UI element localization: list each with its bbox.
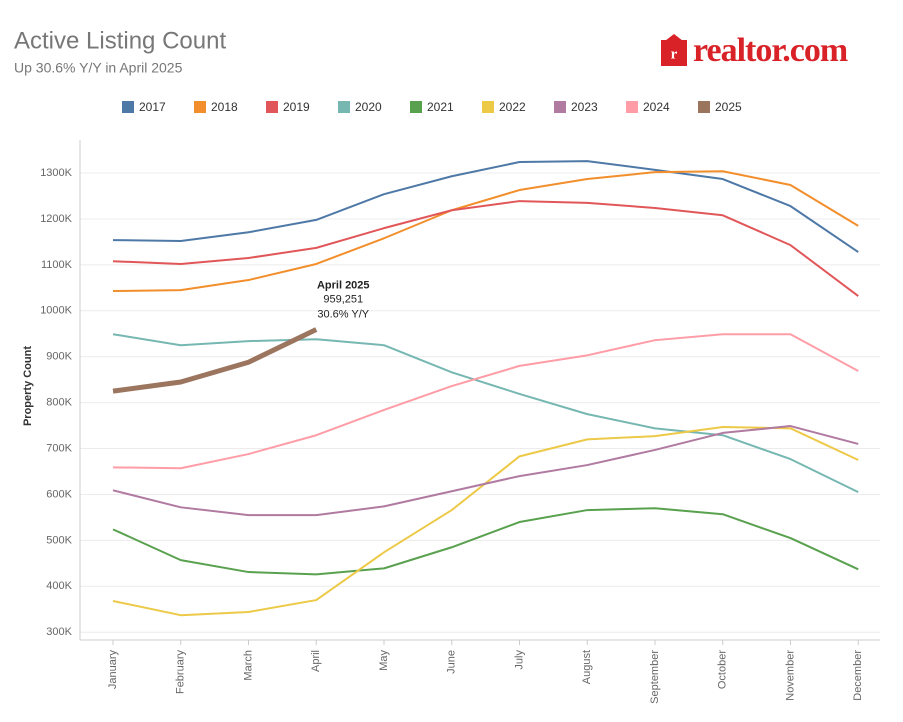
logo-text: realtor.com bbox=[693, 32, 848, 69]
logo-icon bbox=[661, 40, 687, 66]
legend-swatch bbox=[266, 101, 278, 113]
y-tick-label: 700K bbox=[46, 442, 72, 454]
x-tick-label: February bbox=[175, 650, 187, 695]
legend-label: 2023 bbox=[571, 100, 598, 114]
data-label: 959,251 bbox=[323, 293, 363, 305]
y-axis-label: Property Count bbox=[22, 346, 34, 426]
logo-letter: r bbox=[671, 46, 678, 62]
legend-swatch bbox=[482, 101, 494, 113]
y-tick-label: 300K bbox=[46, 626, 72, 638]
chart-title: Active Listing Count bbox=[14, 27, 226, 54]
chart-subtitle: Up 30.6% Y/Y in April 2025 bbox=[14, 60, 183, 76]
legend-swatch bbox=[194, 101, 206, 113]
y-tick-label: 1100K bbox=[41, 259, 73, 271]
x-tick-label: July bbox=[513, 650, 525, 670]
x-tick-label: March bbox=[242, 650, 254, 681]
legend-label: 2018 bbox=[211, 100, 238, 114]
legend-label: 2022 bbox=[499, 100, 526, 114]
legend-swatch bbox=[122, 101, 134, 113]
series-line bbox=[112, 333, 859, 470]
legend-label: 2021 bbox=[427, 100, 454, 114]
legend-label: 2024 bbox=[643, 100, 670, 114]
y-tick-label: 500K bbox=[46, 534, 72, 546]
legend-swatch bbox=[698, 101, 710, 113]
x-tick-label: September bbox=[649, 650, 661, 704]
legend-label: 2020 bbox=[355, 100, 382, 114]
y-tick-label: 900K bbox=[46, 351, 72, 363]
series-line bbox=[112, 160, 859, 253]
series-line bbox=[112, 425, 859, 617]
series-line bbox=[112, 425, 859, 517]
series-line bbox=[112, 507, 859, 576]
x-tick-label: December bbox=[852, 650, 864, 701]
legend-swatch bbox=[626, 101, 638, 113]
legend-label: 2025 bbox=[715, 100, 742, 114]
x-tick-label: November bbox=[784, 650, 796, 701]
y-tick-label: 1000K bbox=[40, 305, 72, 317]
legend-swatch bbox=[554, 101, 566, 113]
series-line bbox=[112, 327, 318, 394]
x-tick-label: June bbox=[446, 650, 458, 674]
legend-label: 2017 bbox=[139, 100, 166, 114]
series-line bbox=[112, 333, 859, 494]
y-tick-label: 600K bbox=[46, 488, 72, 500]
series-line bbox=[112, 200, 859, 297]
x-tick-label: April bbox=[310, 650, 322, 672]
legend-swatch bbox=[410, 101, 422, 113]
legend-label: 2019 bbox=[283, 100, 310, 114]
y-tick-label: 1300K bbox=[40, 167, 72, 179]
logo-roof bbox=[661, 34, 687, 44]
y-tick-label: 400K bbox=[46, 580, 72, 592]
x-tick-label: August bbox=[581, 650, 593, 684]
annotation-title: April 2025 bbox=[317, 279, 370, 291]
x-tick-label: May bbox=[378, 650, 390, 671]
series-line bbox=[112, 170, 859, 293]
logo: r realtor.com bbox=[661, 32, 849, 69]
y-tick-label: 1200K bbox=[40, 213, 72, 225]
annotation-text: 30.6% Y/Y bbox=[317, 308, 369, 320]
legend-swatch bbox=[338, 101, 350, 113]
y-tick-label: 800K bbox=[46, 397, 72, 409]
x-tick-label: October bbox=[717, 650, 729, 689]
x-tick-label: January bbox=[107, 650, 119, 690]
